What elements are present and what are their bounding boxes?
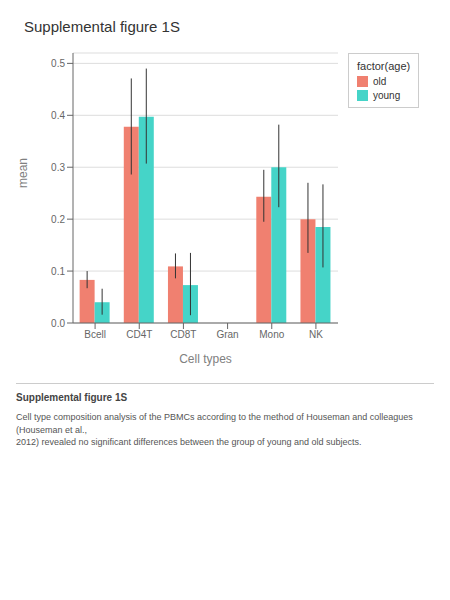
svg-text:mean: mean <box>16 158 30 188</box>
svg-text:0.5: 0.5 <box>51 58 65 69</box>
html-text:Supplemental figure 1S: Supplemental figure 1S <box>24 18 180 35</box>
html-text:young: young <box>373 90 401 101</box>
svg-text:0.0: 0.0 <box>51 318 65 329</box>
svg-text:Cell types: Cell types <box>179 352 232 366</box>
html-text:Supplemental figure 1S: Supplemental figure 1S <box>16 392 128 403</box>
svg-text:0.2: 0.2 <box>51 214 65 225</box>
html-text:Cell type composition analysis: Cell type composition analysis of the PB… <box>16 412 413 448</box>
svg-text:0.4: 0.4 <box>51 110 65 121</box>
svg-text:Gran: Gran <box>216 329 238 340</box>
svg-text:0.1: 0.1 <box>51 266 65 277</box>
svg-text:0.3: 0.3 <box>51 162 65 173</box>
svg-text:NK: NK <box>309 329 323 340</box>
svg-text:CD4T: CD4T <box>126 329 152 340</box>
svg-text:CD8T: CD8T <box>170 329 196 340</box>
svg-text:Mono: Mono <box>259 329 284 340</box>
html-text:old: old <box>373 76 387 87</box>
svg-text:Bcell: Bcell <box>84 329 106 340</box>
html-text:factor(age): factor(age) <box>357 60 411 72</box>
